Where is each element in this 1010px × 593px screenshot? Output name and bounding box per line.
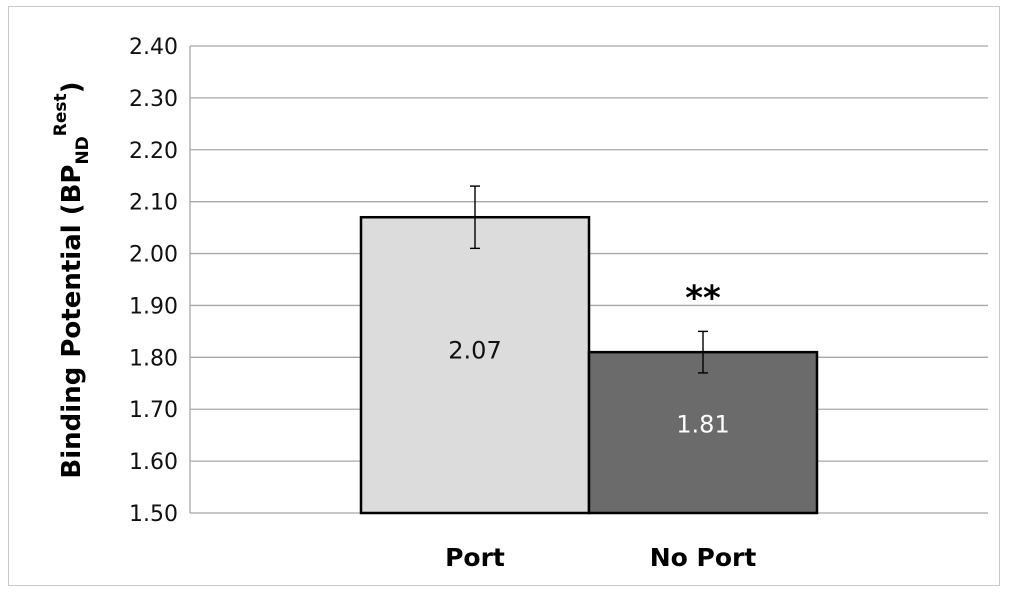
y-tick-label: 2.10: [129, 191, 178, 216]
category-labels: Port No Port: [445, 543, 756, 572]
y-tick-label: 1.70: [129, 398, 178, 423]
y-axis-label: Binding Potential (BPNDRest): [51, 81, 93, 478]
y-tick-label: 2.20: [129, 139, 178, 164]
error-bars: [470, 185, 708, 374]
x-category-label: No Port: [650, 543, 757, 572]
y-tick-label: 1.90: [129, 294, 178, 319]
error-bar-port: [470, 185, 480, 250]
bar-port: [359, 215, 591, 515]
y-tick-label: 2.30: [129, 87, 178, 112]
y-tick-label: 1.80: [129, 346, 178, 371]
bar-no-port: [587, 350, 819, 515]
data-labels: 2.07 1.81: [448, 336, 729, 438]
y-tick-label: 2.00: [129, 243, 178, 268]
significance-marker: **: [685, 278, 721, 318]
y-tick-label: 1.50: [129, 502, 178, 527]
y-tick-label: 1.60: [129, 450, 178, 475]
y-tick-labels: 1.50 1.60 1.70 1.80 1.90 2.00 2.10 2.20 2.30 2.40: [129, 35, 178, 527]
data-label: 1.81: [676, 411, 729, 439]
y-tick-label: 2.40: [129, 35, 178, 60]
data-label: 2.07: [448, 336, 501, 364]
x-category-label: Port: [445, 543, 505, 572]
bars: [359, 215, 819, 515]
error-bar-no-port: [698, 330, 708, 374]
annotations: **: [685, 278, 721, 318]
grid-lines: [189, 45, 988, 514]
